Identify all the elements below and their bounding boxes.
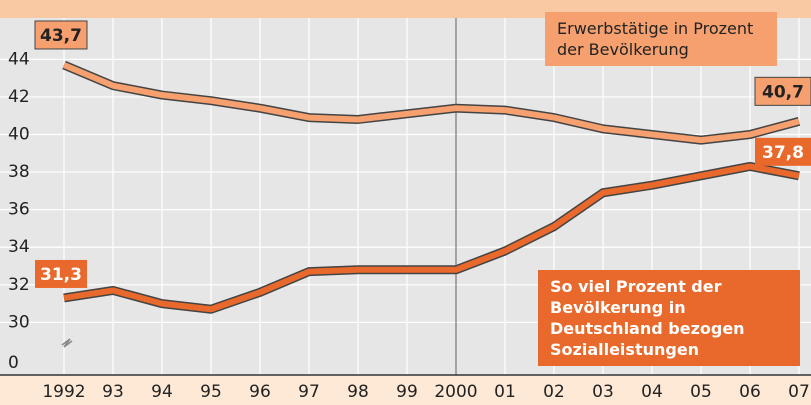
x-tick-label: 04 <box>641 382 663 402</box>
x-tick-label: 06 <box>739 382 761 402</box>
marks: 43,7 40,7 31,3 37,8 <box>34 20 811 314</box>
x-tick-label: 99 <box>396 382 418 402</box>
x-tick-label: 98 <box>347 382 369 402</box>
y-tick-label: 44 <box>8 49 30 69</box>
x-tick-label: 93 <box>102 382 124 402</box>
x-tick-label: 94 <box>151 382 173 402</box>
annotation: So viel Prozent der Bevölkerung in Deuts… <box>538 270 800 366</box>
line <box>63 163 800 313</box>
value-label-box <box>34 20 88 50</box>
value-label: 40,7 <box>762 82 804 102</box>
x-tick-label: 96 <box>249 382 271 402</box>
x-tick-label: 95 <box>200 382 222 402</box>
value-label-box <box>755 137 811 166</box>
y-tick-label: 38 <box>8 162 30 182</box>
value-label: 43,7 <box>40 26 82 46</box>
y-tick-label: 42 <box>8 87 30 107</box>
x-tick-label: 97 <box>298 382 320 402</box>
y-tick-label: 34 <box>8 237 30 257</box>
annotation: Erwerbstätige in Prozent der Bevölkerung <box>545 12 777 66</box>
x-tick-label: 07 <box>788 382 810 402</box>
value-label-box <box>35 259 87 288</box>
y-tick-label: 32 <box>8 275 30 295</box>
x-tick-label: 02 <box>543 382 565 402</box>
x-tick-label: 2000 <box>434 382 477 402</box>
x-tick-label: 03 <box>592 382 614 402</box>
value-label: 37,8 <box>762 143 804 163</box>
x-tick-label: 1992 <box>42 382 85 402</box>
y-tick-label: 30 <box>8 312 30 332</box>
x-tick-label: 05 <box>690 382 712 402</box>
value-label-box <box>754 76 811 106</box>
value-label: 31,3 <box>40 265 82 285</box>
y-tick-label: 40 <box>8 124 30 144</box>
y-tick-label: 0 <box>8 353 19 373</box>
line <box>62 62 800 144</box>
axis-break <box>61 338 73 348</box>
x-tick-label: 01 <box>494 382 516 402</box>
y-tick-label: 36 <box>8 200 30 220</box>
